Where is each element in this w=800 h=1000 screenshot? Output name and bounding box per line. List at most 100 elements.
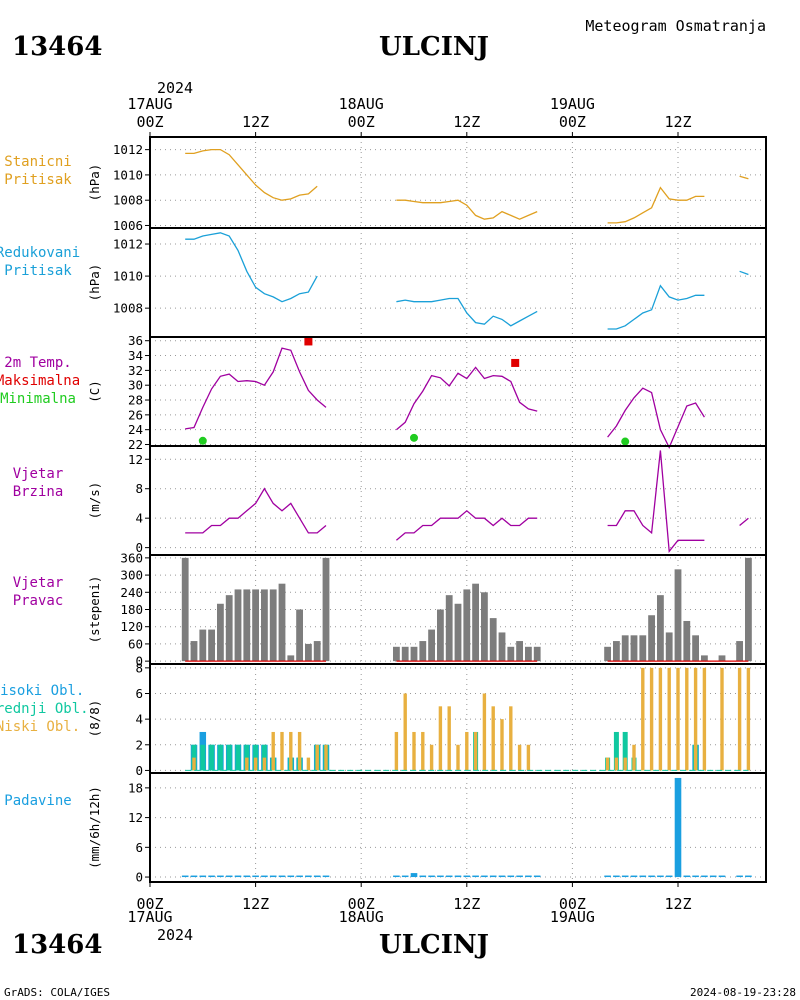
panel-label: Padavine — [4, 793, 71, 809]
cloud-bar — [261, 744, 267, 771]
product-title: Meteogram Osmatranja — [585, 17, 766, 35]
wind-direction-bar — [269, 589, 277, 662]
year-bottom: 2024 — [157, 926, 193, 944]
precipitation-bar — [269, 875, 277, 878]
precipitation-bar — [507, 875, 515, 878]
precipitation-bar — [234, 875, 242, 878]
y-tick-label: 1010 — [113, 167, 143, 182]
cloud-bar — [526, 744, 531, 771]
cloud-bar — [297, 731, 302, 771]
top-date-label: 19AUG — [550, 95, 595, 113]
cloud-bar — [473, 731, 478, 771]
cloud-bar — [649, 667, 654, 771]
cloud-bar — [693, 667, 698, 771]
y-tick-label: 1008 — [113, 301, 143, 316]
cloud-bar — [517, 744, 522, 771]
cloud-bar — [737, 667, 742, 771]
y-tick-label: 360 — [120, 550, 143, 565]
panel-label: Brzina — [13, 484, 64, 500]
credit: GrADS: COLA/IGES — [4, 986, 110, 999]
cloud-bar — [720, 667, 724, 771]
y-tick-label: 36 — [128, 333, 143, 348]
precipitation-bar — [639, 875, 647, 878]
wind-direction-bar — [736, 641, 743, 662]
cloud-bar — [245, 757, 249, 771]
cloud-bar — [676, 667, 680, 771]
panels: 1006100810101012(hPa)StanicniPritisak100… — [0, 136, 767, 885]
cloud-bar — [613, 731, 619, 771]
panel-label: Vjetar — [13, 575, 64, 591]
precipitation-bar — [525, 875, 532, 878]
bottom-date-label: 19AUG — [550, 908, 595, 926]
y-tick-label: 32 — [128, 363, 143, 378]
wind-direction-bar — [718, 655, 726, 662]
panel-wind_direction: 0 60 120 180 240 300 360 (stepeni) Vjetar Pravac — [13, 550, 767, 669]
series-line — [739, 175, 749, 180]
precipitation-bar — [217, 875, 224, 878]
bottom-hour-label: 00Z — [348, 895, 375, 913]
panel-label: Maksimalna — [0, 373, 80, 389]
wind-direction-bar — [217, 603, 224, 662]
wind-direction-bar — [454, 603, 462, 662]
cloud-bar — [421, 731, 425, 771]
bottom-date-label: 17AUG — [127, 908, 172, 926]
y-tick-label: 6 — [135, 686, 143, 701]
wind-direction-bar — [278, 583, 286, 662]
y-tick-label: 240 — [120, 585, 143, 600]
cloud-bar — [702, 667, 707, 771]
panel-label: Pravac — [13, 593, 64, 609]
y-tick-label: 4 — [135, 511, 143, 526]
wind-direction-bar — [657, 595, 664, 662]
y-axis-title: (mm/6h/12h) — [87, 786, 102, 869]
y-tick-label: 300 — [120, 568, 143, 583]
precipitation-bar — [225, 875, 233, 878]
wind-direction-bar — [525, 646, 532, 662]
series-line — [739, 270, 749, 276]
station-id-bottom: 13464 — [12, 930, 102, 960]
timestamp: 2024-08-19-23:28 — [690, 986, 796, 999]
top-hour-label: 12Z — [453, 113, 480, 131]
precipitation-bar — [604, 875, 611, 878]
y-tick-label: 6 — [135, 840, 143, 855]
y-axis-title: (hPa) — [87, 164, 102, 202]
wind-direction-bar — [639, 635, 647, 662]
cloud-bar — [491, 706, 495, 771]
cloud-bar — [500, 719, 504, 771]
panel-clouds: 0 2 4 6 8 (8/8)Visoki Obl. Srednji Obl. Niski O… — [0, 660, 767, 778]
precipitation-bar — [243, 875, 251, 878]
precipitation-bar — [199, 875, 207, 878]
precipitation-bar — [718, 875, 726, 878]
wind-direction-bar — [463, 589, 471, 662]
wind-direction-bar — [305, 643, 312, 662]
precipitation-bar — [533, 875, 541, 878]
cloud-bar — [429, 744, 434, 771]
series-line — [395, 366, 538, 431]
cloud-bar — [200, 744, 206, 771]
series-line — [607, 450, 705, 553]
wind-direction-bar — [190, 641, 198, 662]
y-tick-label: 0 — [135, 540, 143, 555]
wind-direction-bar — [208, 629, 215, 662]
y-tick-label: 180 — [120, 602, 143, 617]
wind-direction-bar — [401, 646, 409, 662]
y-tick-label: 26 — [128, 407, 143, 422]
y-tick-label: 1012 — [113, 237, 143, 252]
cloud-bar — [632, 744, 636, 771]
wind-direction-bar — [410, 646, 418, 662]
wind-direction-bar — [234, 589, 242, 662]
panel-frame — [149, 772, 767, 883]
wind-direction-bar — [287, 655, 295, 662]
cloud-bar — [192, 757, 196, 771]
precipitation-bar — [401, 875, 409, 878]
y-tick-label: 0 — [135, 763, 143, 778]
wind-direction-bar — [243, 589, 251, 662]
precipitation-bar — [305, 875, 312, 878]
series-line — [185, 347, 327, 430]
cloud-bar — [438, 706, 443, 771]
minimum-marker — [410, 433, 418, 442]
bottom-date-label: 18AUG — [339, 908, 384, 926]
series-line — [396, 199, 538, 220]
precipitation-bar — [648, 875, 655, 878]
wind-direction-bar — [313, 641, 321, 662]
